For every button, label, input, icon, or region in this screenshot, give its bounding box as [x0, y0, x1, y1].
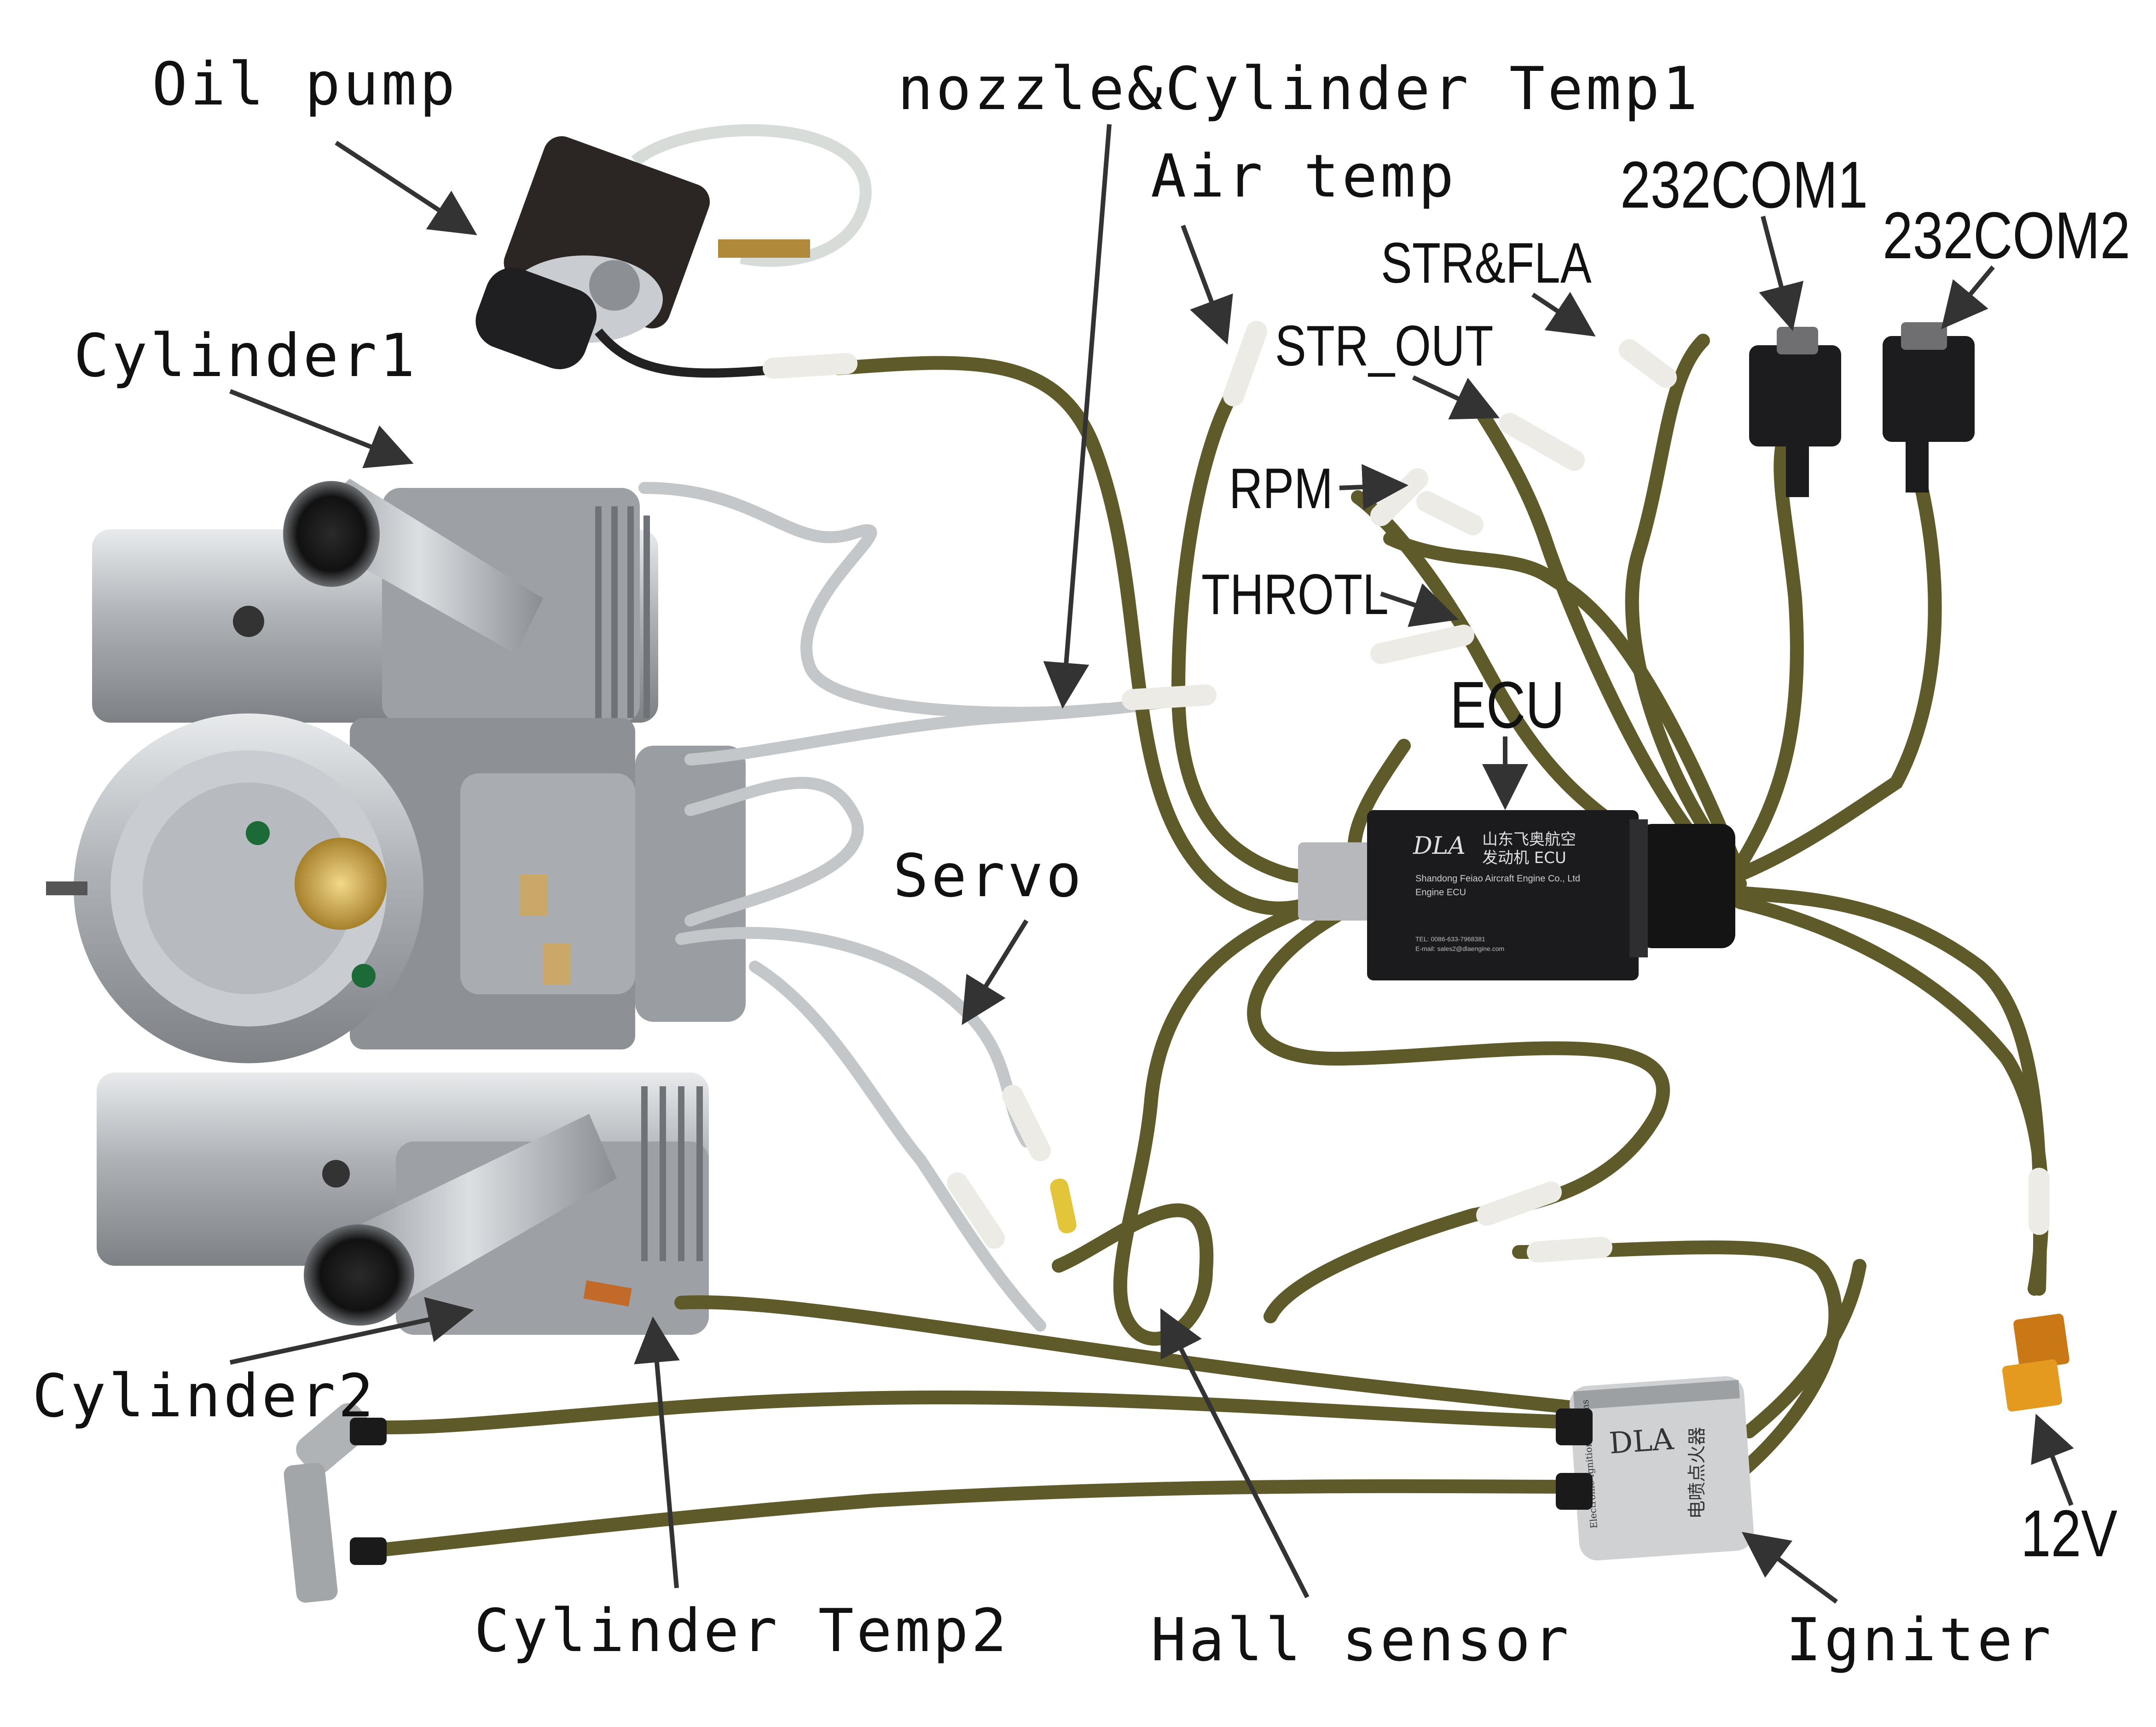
- label-cylinder2: Cylinder2: [32, 1362, 377, 1431]
- label-servo: Servo: [893, 842, 1084, 910]
- arrow-hall-sensor: [1160, 1308, 1310, 1599]
- label-cylinder-temp2: Cylinder Temp2: [474, 1597, 1009, 1665]
- 12v-connector: [2002, 1314, 2069, 1412]
- label-igniter: Igniter: [1786, 1606, 2054, 1675]
- label-232com1: 232COM1: [1620, 148, 1868, 222]
- igniter-box: DLA Electronic Ignition Systems 电喷点火器: [1556, 1376, 1754, 1561]
- ecu-cn-name-2: 发动机 ECU: [1482, 849, 1566, 867]
- label-oil-pump: Oil pump: [152, 50, 458, 119]
- arrow-str-fla: [1531, 292, 1596, 337]
- ecu-email: E-mail: sales2@dlaengine.com: [1415, 945, 1504, 952]
- ecu-model: Engine ECU: [1415, 887, 1466, 898]
- arrow-cylinder2: [229, 1297, 474, 1365]
- label-str-fla: STR&FLA: [1381, 232, 1592, 295]
- arrow-12v: [2031, 1414, 2074, 1506]
- cylinder1-head: [92, 479, 658, 723]
- arrow-com2: [1941, 265, 1995, 330]
- com2-connector: [1883, 322, 1975, 493]
- label-hall-sensor: Hall sensor: [1151, 1606, 1571, 1675]
- ecu-brand: DLA: [1413, 832, 1466, 860]
- arrow-rpm: [1339, 464, 1408, 510]
- ecu-tel: TEL: 0086-633-7968381: [1415, 935, 1485, 943]
- ecu-cn-name-1: 山东飞奥航空: [1482, 830, 1576, 849]
- engine-assembly: [46, 479, 746, 1335]
- arrow-nozzle: [1043, 124, 1112, 709]
- arrow-air-temp: [1181, 225, 1233, 345]
- igniter-line2: 电喷点火器: [1687, 1427, 1708, 1519]
- label-throtl: THROTL: [1201, 563, 1389, 626]
- oil-pump: [475, 124, 872, 378]
- spark-plug-cap: [284, 1403, 387, 1603]
- label-12v: 12V: [2021, 1496, 2118, 1571]
- label-rpm: RPM: [1229, 457, 1333, 521]
- crankcase: [46, 713, 746, 1063]
- label-str-out: STR_OUT: [1275, 314, 1494, 378]
- ecu-box: DLA 山东飞奥航空 发动机 ECU Shandong Feiao Aircra…: [1298, 810, 1735, 980]
- com1-connector: [1749, 327, 1841, 497]
- label-cylinder1: Cylinder1: [74, 322, 418, 390]
- cylinder2-head: [97, 1072, 709, 1335]
- arrow-cyl-temp2: [634, 1316, 680, 1588]
- arrow-com1: [1759, 215, 1804, 331]
- annotation-arrows: [229, 124, 2074, 1604]
- label-nozzle-cylinder-temp1: nozzle&Cylinder Temp1: [898, 55, 1701, 123]
- arrow-str-out: [1412, 375, 1500, 420]
- ecu-company: Shandong Feiao Aircraft Engine Co., Ltd: [1415, 874, 1580, 884]
- arrow-servo: [962, 919, 1029, 1026]
- arrow-cylinder1: [229, 389, 414, 469]
- igniter-brand: DLA: [1608, 1422, 1675, 1461]
- arrow-throtl: [1380, 583, 1459, 627]
- arrow-igniter: [1741, 1532, 1838, 1604]
- arrow-oil-pump: [335, 140, 477, 235]
- label-ecu: ECU: [1450, 668, 1565, 742]
- label-air-temp: Air temp: [1151, 142, 1457, 211]
- label-232com2: 232COM2: [1883, 198, 2131, 272]
